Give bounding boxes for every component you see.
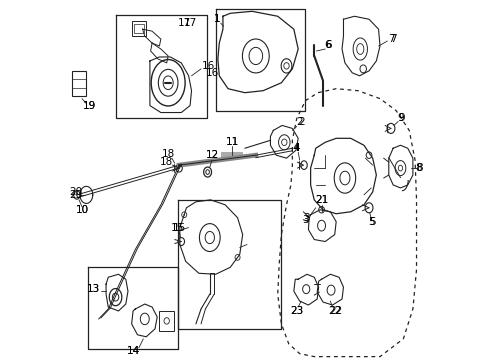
Text: 22: 22 <box>327 306 341 316</box>
Text: 18: 18 <box>161 149 174 159</box>
Bar <box>220 152 242 158</box>
Text: 9: 9 <box>398 113 405 123</box>
Text: 10: 10 <box>75 205 88 215</box>
Text: 23: 23 <box>289 306 303 316</box>
Bar <box>131 21 146 36</box>
Text: 5: 5 <box>368 217 375 227</box>
Text: 8: 8 <box>415 163 422 173</box>
Text: 1: 1 <box>213 14 220 24</box>
Text: 18: 18 <box>160 157 173 167</box>
Text: 7: 7 <box>387 34 393 44</box>
Text: 8: 8 <box>415 163 421 173</box>
Bar <box>159 311 174 331</box>
Text: 17: 17 <box>177 18 190 28</box>
Text: 13: 13 <box>87 284 100 294</box>
Text: 17: 17 <box>183 18 196 28</box>
Text: 3: 3 <box>303 213 310 223</box>
Text: 23: 23 <box>289 306 303 316</box>
Text: 21: 21 <box>314 195 327 205</box>
Text: 20: 20 <box>69 187 82 197</box>
Text: 2: 2 <box>296 117 303 127</box>
Text: 16: 16 <box>202 61 215 71</box>
Text: 11: 11 <box>225 137 239 147</box>
Bar <box>72 71 86 96</box>
Text: 20: 20 <box>69 190 82 200</box>
Text: 15: 15 <box>172 222 185 233</box>
Text: 4: 4 <box>291 143 298 153</box>
Text: 5: 5 <box>367 217 374 227</box>
Text: 1: 1 <box>213 14 220 24</box>
Bar <box>134 24 144 33</box>
Text: 3: 3 <box>302 215 308 225</box>
Text: 6: 6 <box>325 40 331 50</box>
Text: 22: 22 <box>329 306 342 316</box>
Text: 14: 14 <box>126 346 140 356</box>
Text: 13: 13 <box>87 284 100 294</box>
Text: 19: 19 <box>82 100 96 111</box>
Text: 4: 4 <box>293 143 300 153</box>
Text: 2: 2 <box>297 117 304 127</box>
Text: 12: 12 <box>205 150 218 160</box>
Text: 6: 6 <box>324 40 330 50</box>
Text: 7: 7 <box>389 34 396 44</box>
Text: 15: 15 <box>171 222 184 233</box>
Text: 14: 14 <box>126 346 140 356</box>
Text: 16: 16 <box>205 68 218 78</box>
Text: 11: 11 <box>225 137 239 147</box>
Text: 9: 9 <box>396 113 403 123</box>
Text: 10: 10 <box>75 205 88 215</box>
Text: 19: 19 <box>82 100 96 111</box>
Text: 21: 21 <box>314 195 327 205</box>
Text: 12: 12 <box>205 150 218 160</box>
